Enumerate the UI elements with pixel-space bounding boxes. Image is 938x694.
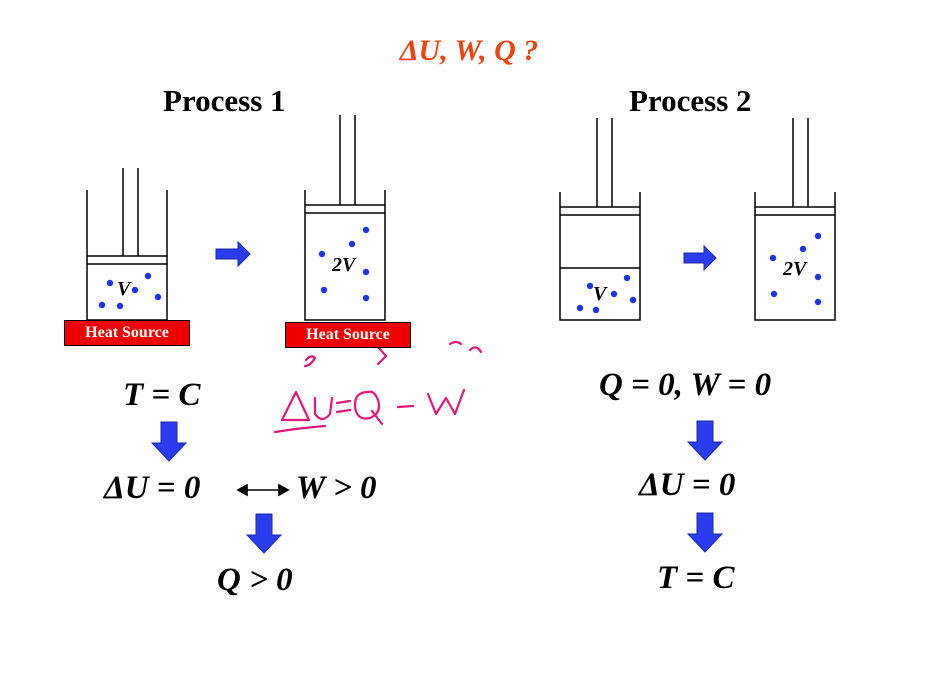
double-arrow-icon: [236, 483, 290, 497]
volume-label-p1-initial: V: [117, 278, 131, 300]
molecules-p1-final: [318, 226, 370, 302]
arrow-down-icon: [150, 421, 188, 462]
heat-source-p1-final: Heat Source: [285, 322, 411, 348]
process-2-heading: Process 2: [629, 83, 752, 118]
arrow-down-icon: [686, 420, 724, 461]
volume-label-p2-initial: V: [593, 283, 607, 305]
volume-label-p1-final: 2V: [332, 254, 356, 276]
cylinder-p1-initial: [86, 168, 168, 321]
p2-equation-heat-work: Q = 0, W = 0: [599, 367, 772, 403]
arrow-right-icon: [683, 244, 717, 272]
process-1-heading: Process 1: [163, 83, 286, 118]
volume-label-p2-final: 2V: [783, 258, 807, 280]
molecules-p2-initial: [576, 274, 637, 314]
handwritten-annotation: [273, 340, 483, 434]
slide-title: ΔU, W, Q ?: [399, 34, 539, 67]
arrow-right-icon: [215, 240, 251, 268]
cylinder-p2-final: [754, 118, 836, 321]
heat-source-p1-initial: Heat Source: [64, 320, 190, 346]
arrow-down-icon: [686, 512, 724, 553]
p2-equation-temperature: T = C: [657, 560, 735, 596]
p1-equation-internal-energy: ΔU = 0: [104, 470, 201, 506]
p1-equation-heat: Q > 0: [217, 562, 293, 598]
p1-equation-work: W > 0: [296, 470, 377, 506]
cylinder-p2-initial: [559, 118, 641, 321]
arrow-down-icon: [245, 513, 283, 554]
p2-equation-internal-energy: ΔU = 0: [639, 467, 736, 503]
p1-equation-temperature: T = C: [123, 377, 201, 413]
molecules-p1-initial: [98, 272, 162, 310]
molecules-p2-final: [769, 232, 822, 306]
cylinder-p1-final: [304, 115, 386, 321]
